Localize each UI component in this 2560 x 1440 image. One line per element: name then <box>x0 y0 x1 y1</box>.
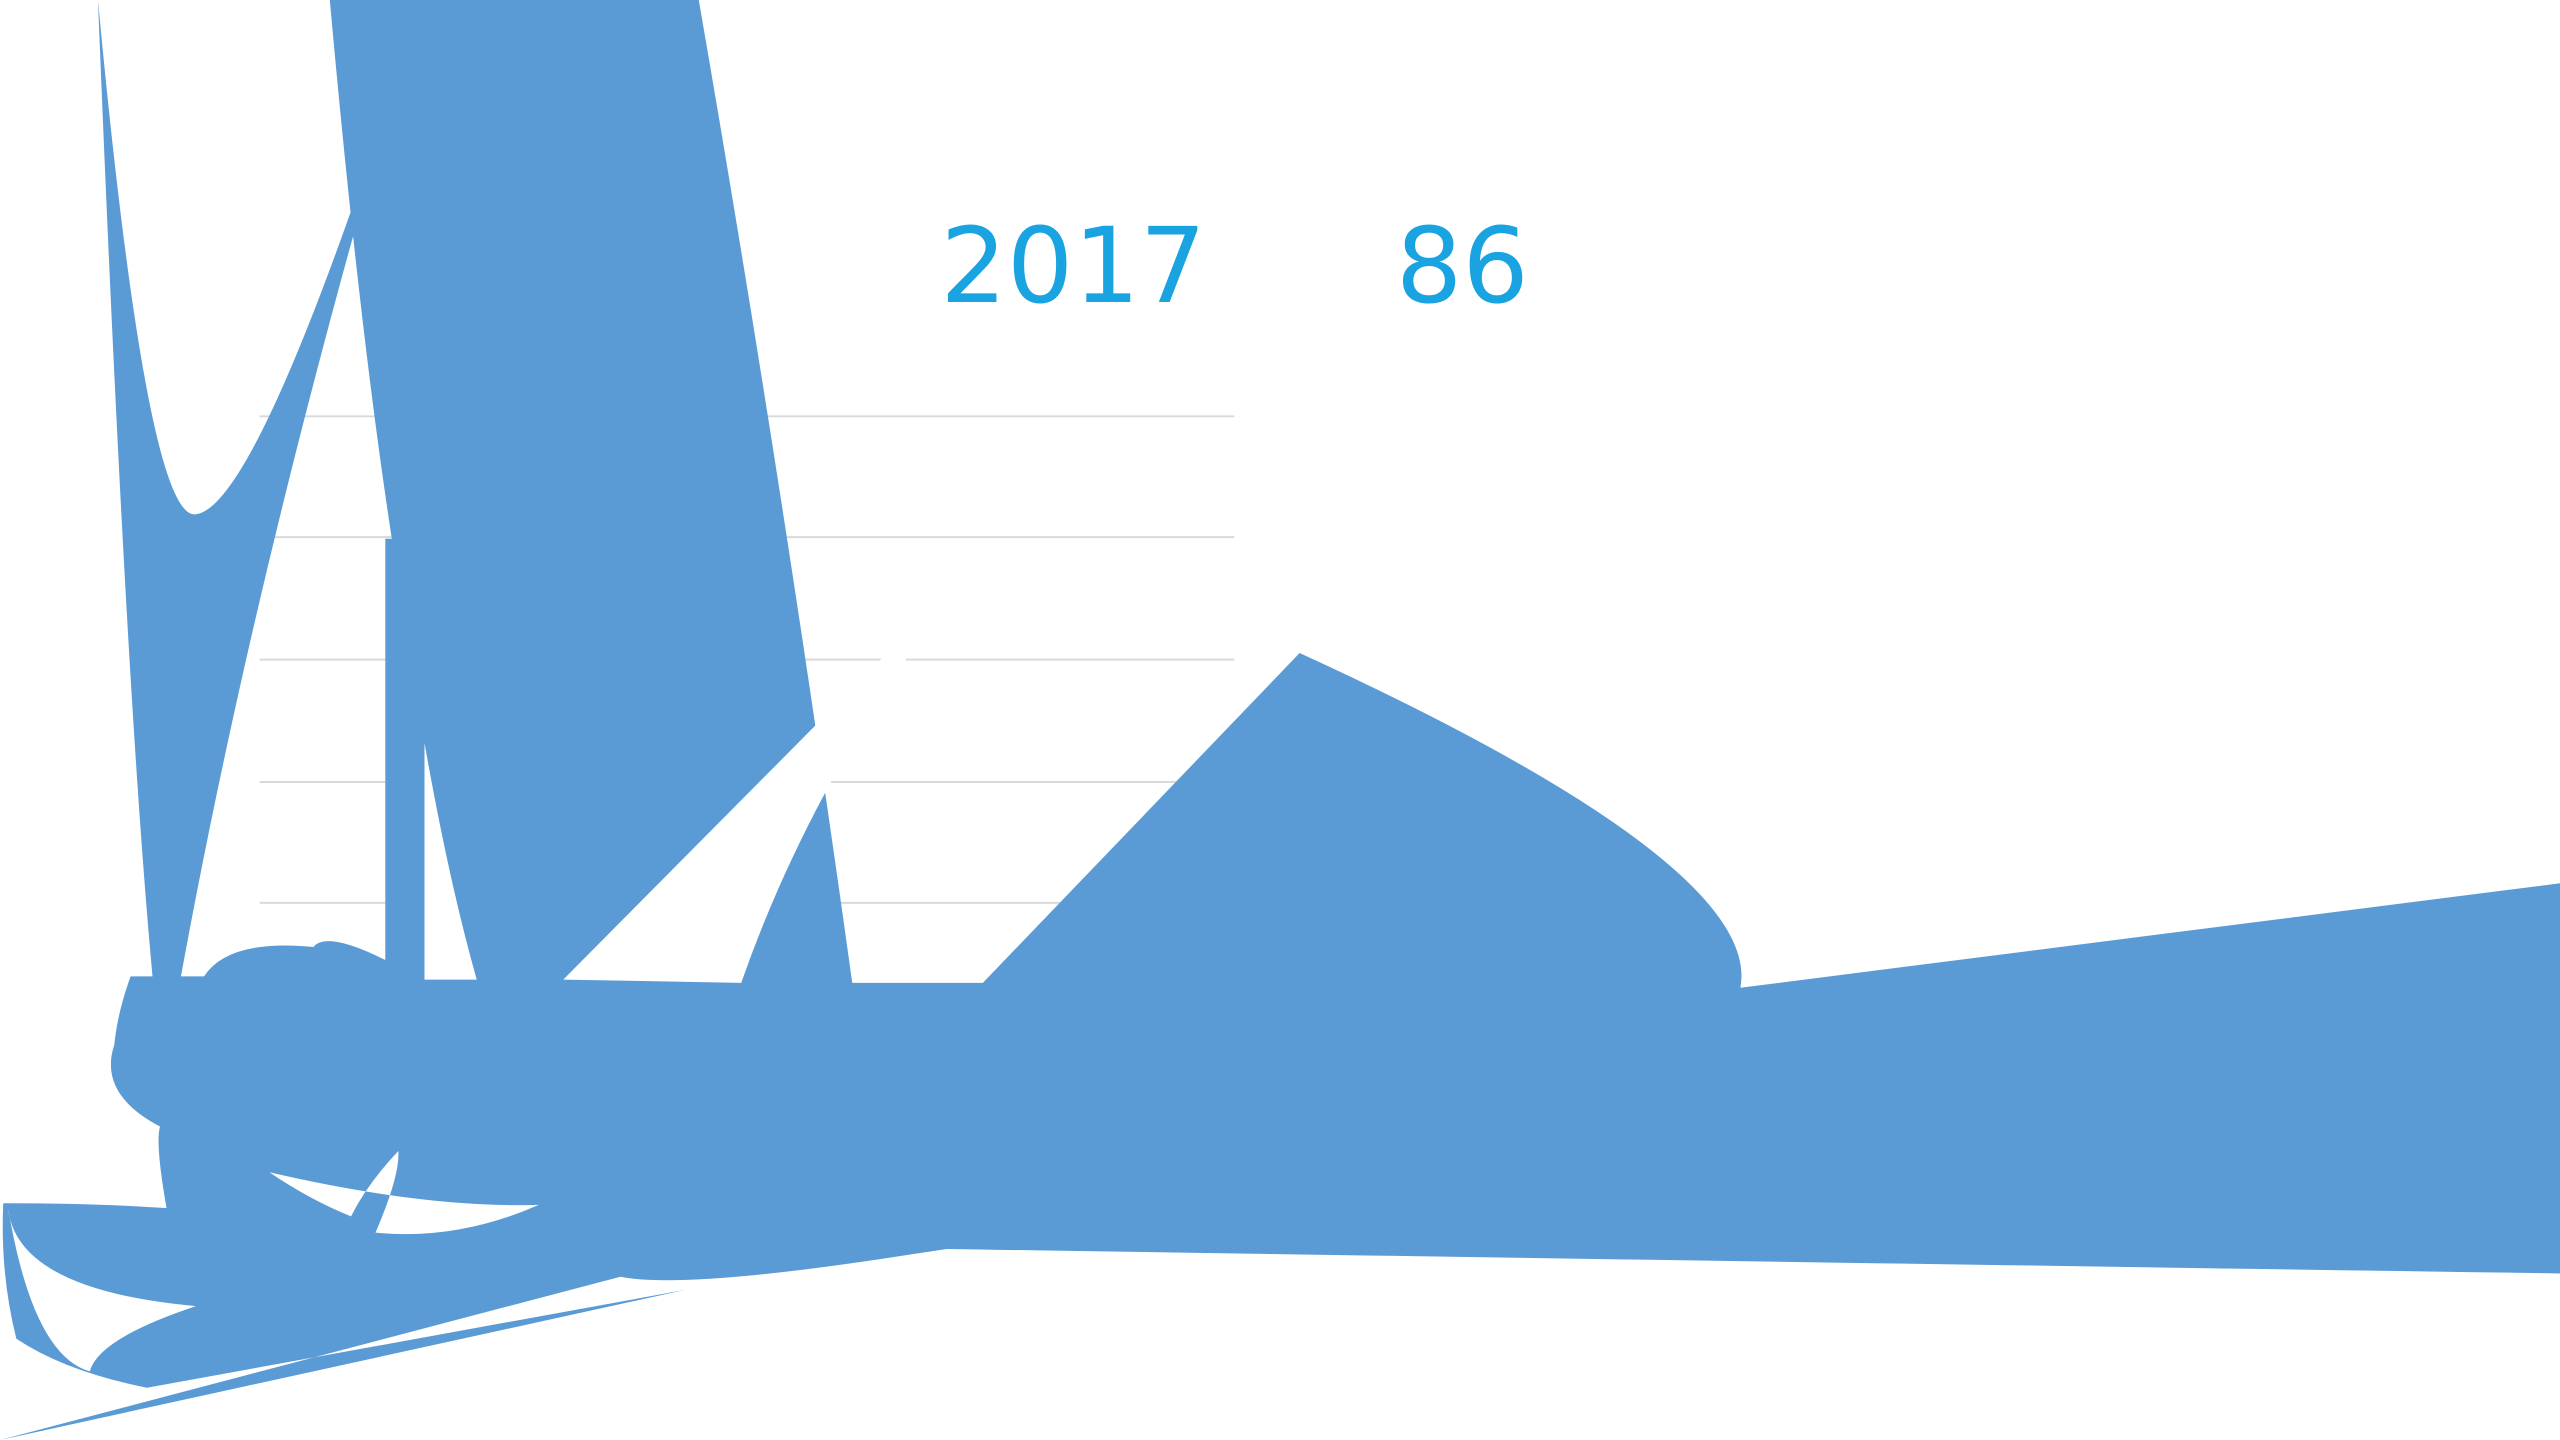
shape-cutout <box>8 1208 196 1372</box>
year-label: 2017 <box>940 205 1206 327</box>
shape-cutout <box>563 563 977 983</box>
value-label: 86 <box>1396 205 1529 327</box>
shape <box>97 0 422 1078</box>
shape-cutout <box>424 742 477 980</box>
shape-cutout <box>269 1151 539 1235</box>
